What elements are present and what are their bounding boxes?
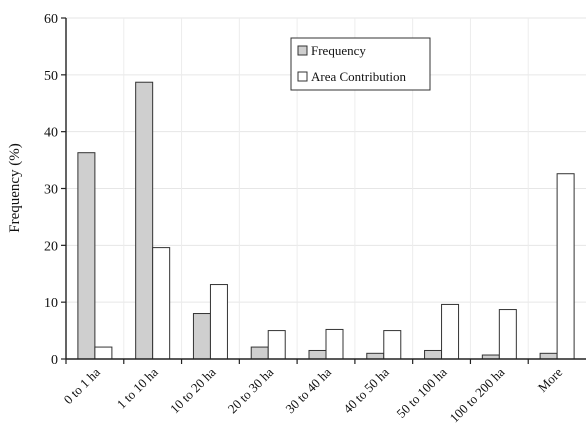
y-tick-label: 20 <box>44 239 58 254</box>
bar-frequency <box>424 349 443 360</box>
y-tick-label: 30 <box>44 183 58 198</box>
bar-frequency <box>250 346 269 360</box>
bar-area-contribution <box>441 303 460 360</box>
y-tick-label: 0 <box>51 353 58 368</box>
x-ticks: 0 to 1 ha 1 to 10 ha 10 to 20 ha 20 to 30 h… <box>60 359 565 425</box>
y-tick-label: 50 <box>44 69 58 84</box>
x-tick-label: 20 to 30 ha <box>225 364 277 416</box>
bar-area-contribution <box>325 328 344 360</box>
y-tick-label: 60 <box>44 12 58 27</box>
y-tick-label: 40 <box>44 126 58 141</box>
bar-frequency <box>192 313 211 360</box>
x-tick-label: More <box>535 364 566 395</box>
x-tick-label: 50 to 100 ha <box>393 364 449 420</box>
legend-swatch-area-contribution <box>297 71 308 82</box>
x-tick-label: 40 to 50 ha <box>340 364 392 416</box>
bar-area-contribution <box>209 284 228 360</box>
bar-area-contribution <box>556 173 575 360</box>
legend-label-area-contribution: Area Contribution <box>311 69 406 84</box>
bar-area-contribution <box>498 309 517 360</box>
bar-frequency <box>308 349 327 360</box>
bar-area-contribution <box>94 346 113 360</box>
bars <box>77 81 575 360</box>
x-tick-label: 10 to 20 ha <box>167 364 219 416</box>
legend-label-frequency: Frequency <box>311 43 366 58</box>
bar-area-contribution <box>383 330 402 360</box>
y-tick-label: 10 <box>44 296 58 311</box>
x-tick-label: 1 to 10 ha <box>114 364 161 411</box>
y-ticks: 0 10 20 30 40 50 60 <box>44 12 66 368</box>
bar-frequency <box>135 81 154 360</box>
legend-box <box>290 37 431 91</box>
bar-area-contribution <box>152 247 171 360</box>
bar-frequency <box>77 152 96 360</box>
bar-frequency <box>539 352 558 360</box>
bar-area-contribution <box>267 330 286 360</box>
x-tick-label: 30 to 40 ha <box>282 364 334 416</box>
legend-swatch-frequency <box>297 45 308 56</box>
x-tick-label: 0 to 1 ha <box>60 364 103 407</box>
y-axis-label: Frequency (%) <box>7 143 23 233</box>
x-tick-label: 100 to 200 ha <box>447 364 508 425</box>
legend: Frequency Area Contribution <box>290 37 431 91</box>
bar-frequency <box>366 352 385 360</box>
